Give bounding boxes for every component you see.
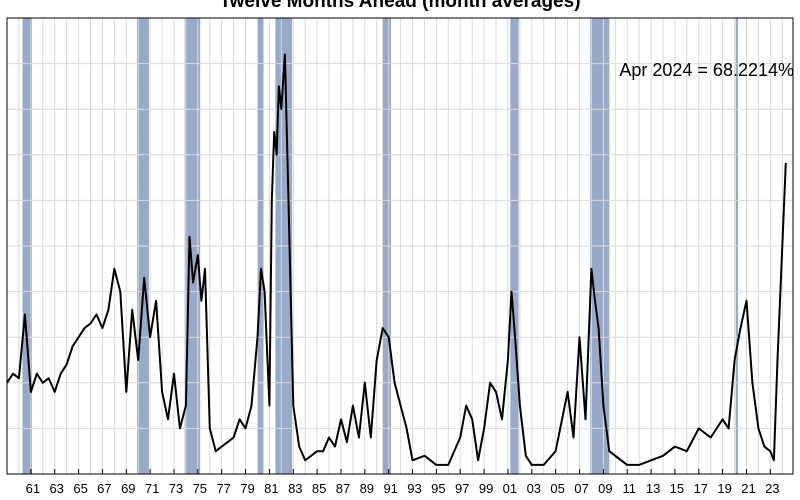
- x-tick-label: 05: [550, 481, 564, 496]
- x-tick-label: 83: [288, 481, 302, 496]
- x-tick-label: 63: [49, 481, 63, 496]
- grid: [6, 18, 793, 474]
- x-tick-label: 61: [26, 481, 40, 496]
- series-line: [6, 53, 787, 466]
- x-tick-label: 19: [717, 481, 731, 496]
- x-tick-label: 71: [145, 481, 159, 496]
- x-tick-label: 95: [431, 481, 445, 496]
- x-tick-label: 93: [407, 481, 421, 496]
- x-tick-label: 77: [216, 481, 230, 496]
- x-tick-label: 91: [383, 481, 397, 496]
- x-tick-label: 65: [73, 481, 87, 496]
- x-tick-label: 21: [741, 481, 755, 496]
- chart-title: Twelve Months Ahead (month averages): [219, 0, 581, 12]
- x-tick-label: 07: [574, 481, 588, 496]
- x-tick-label: 97: [455, 481, 469, 496]
- x-tick-label: 73: [169, 481, 183, 496]
- series-line-group: [6, 53, 787, 466]
- x-tick-label: 99: [479, 481, 493, 496]
- x-tick-label: 01: [503, 481, 517, 496]
- x-tick-label: 67: [97, 481, 111, 496]
- x-tick-label: 79: [240, 481, 254, 496]
- x-tick-label: 69: [121, 481, 135, 496]
- x-axis-ticks: 61 63 65 67 69 71 73 75 77 79 81 83 85 87 89 91 93 95 97 99…: [26, 469, 780, 496]
- x-tick-label: 03: [527, 481, 541, 496]
- x-tick-label: 85: [312, 481, 326, 496]
- latest-value-annotation: Apr 2024 = 68.2214%: [619, 60, 794, 80]
- x-tick-label: 09: [598, 481, 612, 496]
- x-tick-label: 11: [622, 481, 636, 496]
- x-tick-label: 87: [336, 481, 350, 496]
- x-tick-label: 23: [765, 481, 779, 496]
- x-tick-label: 75: [193, 481, 207, 496]
- x-tick-label: 89: [360, 481, 374, 496]
- x-tick-label: 81: [264, 481, 278, 496]
- x-tick-label: 13: [646, 481, 660, 496]
- x-tick-label: 15: [670, 481, 684, 496]
- x-tick-label: 17: [694, 481, 708, 496]
- plot-frame: [6, 17, 794, 475]
